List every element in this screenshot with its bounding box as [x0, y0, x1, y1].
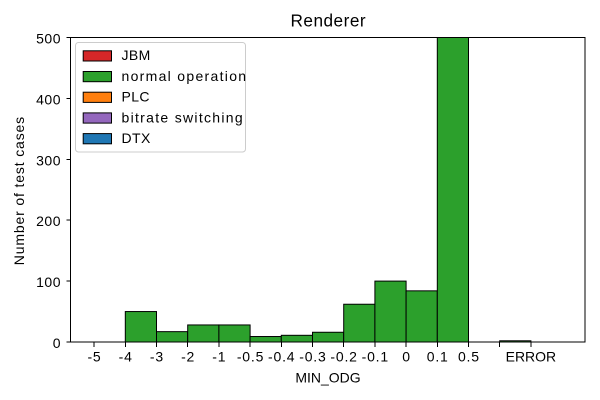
- svg-text:ERROR: ERROR: [506, 349, 557, 365]
- svg-text:-0.3: -0.3: [299, 349, 326, 365]
- svg-text:400: 400: [36, 91, 61, 107]
- svg-text:-1: -1: [212, 349, 226, 365]
- svg-text:-0.4: -0.4: [268, 349, 295, 365]
- svg-text:500: 500: [36, 31, 61, 47]
- svg-text:normal operation: normal operation: [122, 68, 248, 84]
- svg-text:0: 0: [402, 349, 411, 365]
- svg-text:bitrate switching: bitrate switching: [122, 109, 244, 125]
- svg-text:-4: -4: [119, 349, 133, 365]
- svg-text:-0.5: -0.5: [237, 349, 264, 365]
- svg-text:JBM: JBM: [122, 47, 151, 63]
- svg-text:-2: -2: [181, 349, 195, 365]
- svg-text:PLC: PLC: [122, 89, 150, 105]
- svg-text:0.1: 0.1: [427, 349, 449, 365]
- svg-text:-5: -5: [87, 349, 101, 365]
- svg-text:0: 0: [53, 335, 61, 351]
- svg-text:100: 100: [36, 274, 61, 290]
- svg-text:Number of test cases: Number of test cases: [11, 116, 27, 265]
- svg-text:200: 200: [36, 213, 61, 229]
- svg-text:-3: -3: [150, 349, 164, 365]
- svg-text:0.5: 0.5: [458, 349, 480, 365]
- svg-text:DTX: DTX: [122, 130, 151, 146]
- svg-text:-0.1: -0.1: [362, 349, 389, 365]
- svg-text:-0.2: -0.2: [330, 349, 357, 365]
- svg-text:Renderer: Renderer: [290, 11, 366, 31]
- svg-text:300: 300: [36, 152, 61, 168]
- svg-text:MIN_ODG: MIN_ODG: [295, 370, 360, 386]
